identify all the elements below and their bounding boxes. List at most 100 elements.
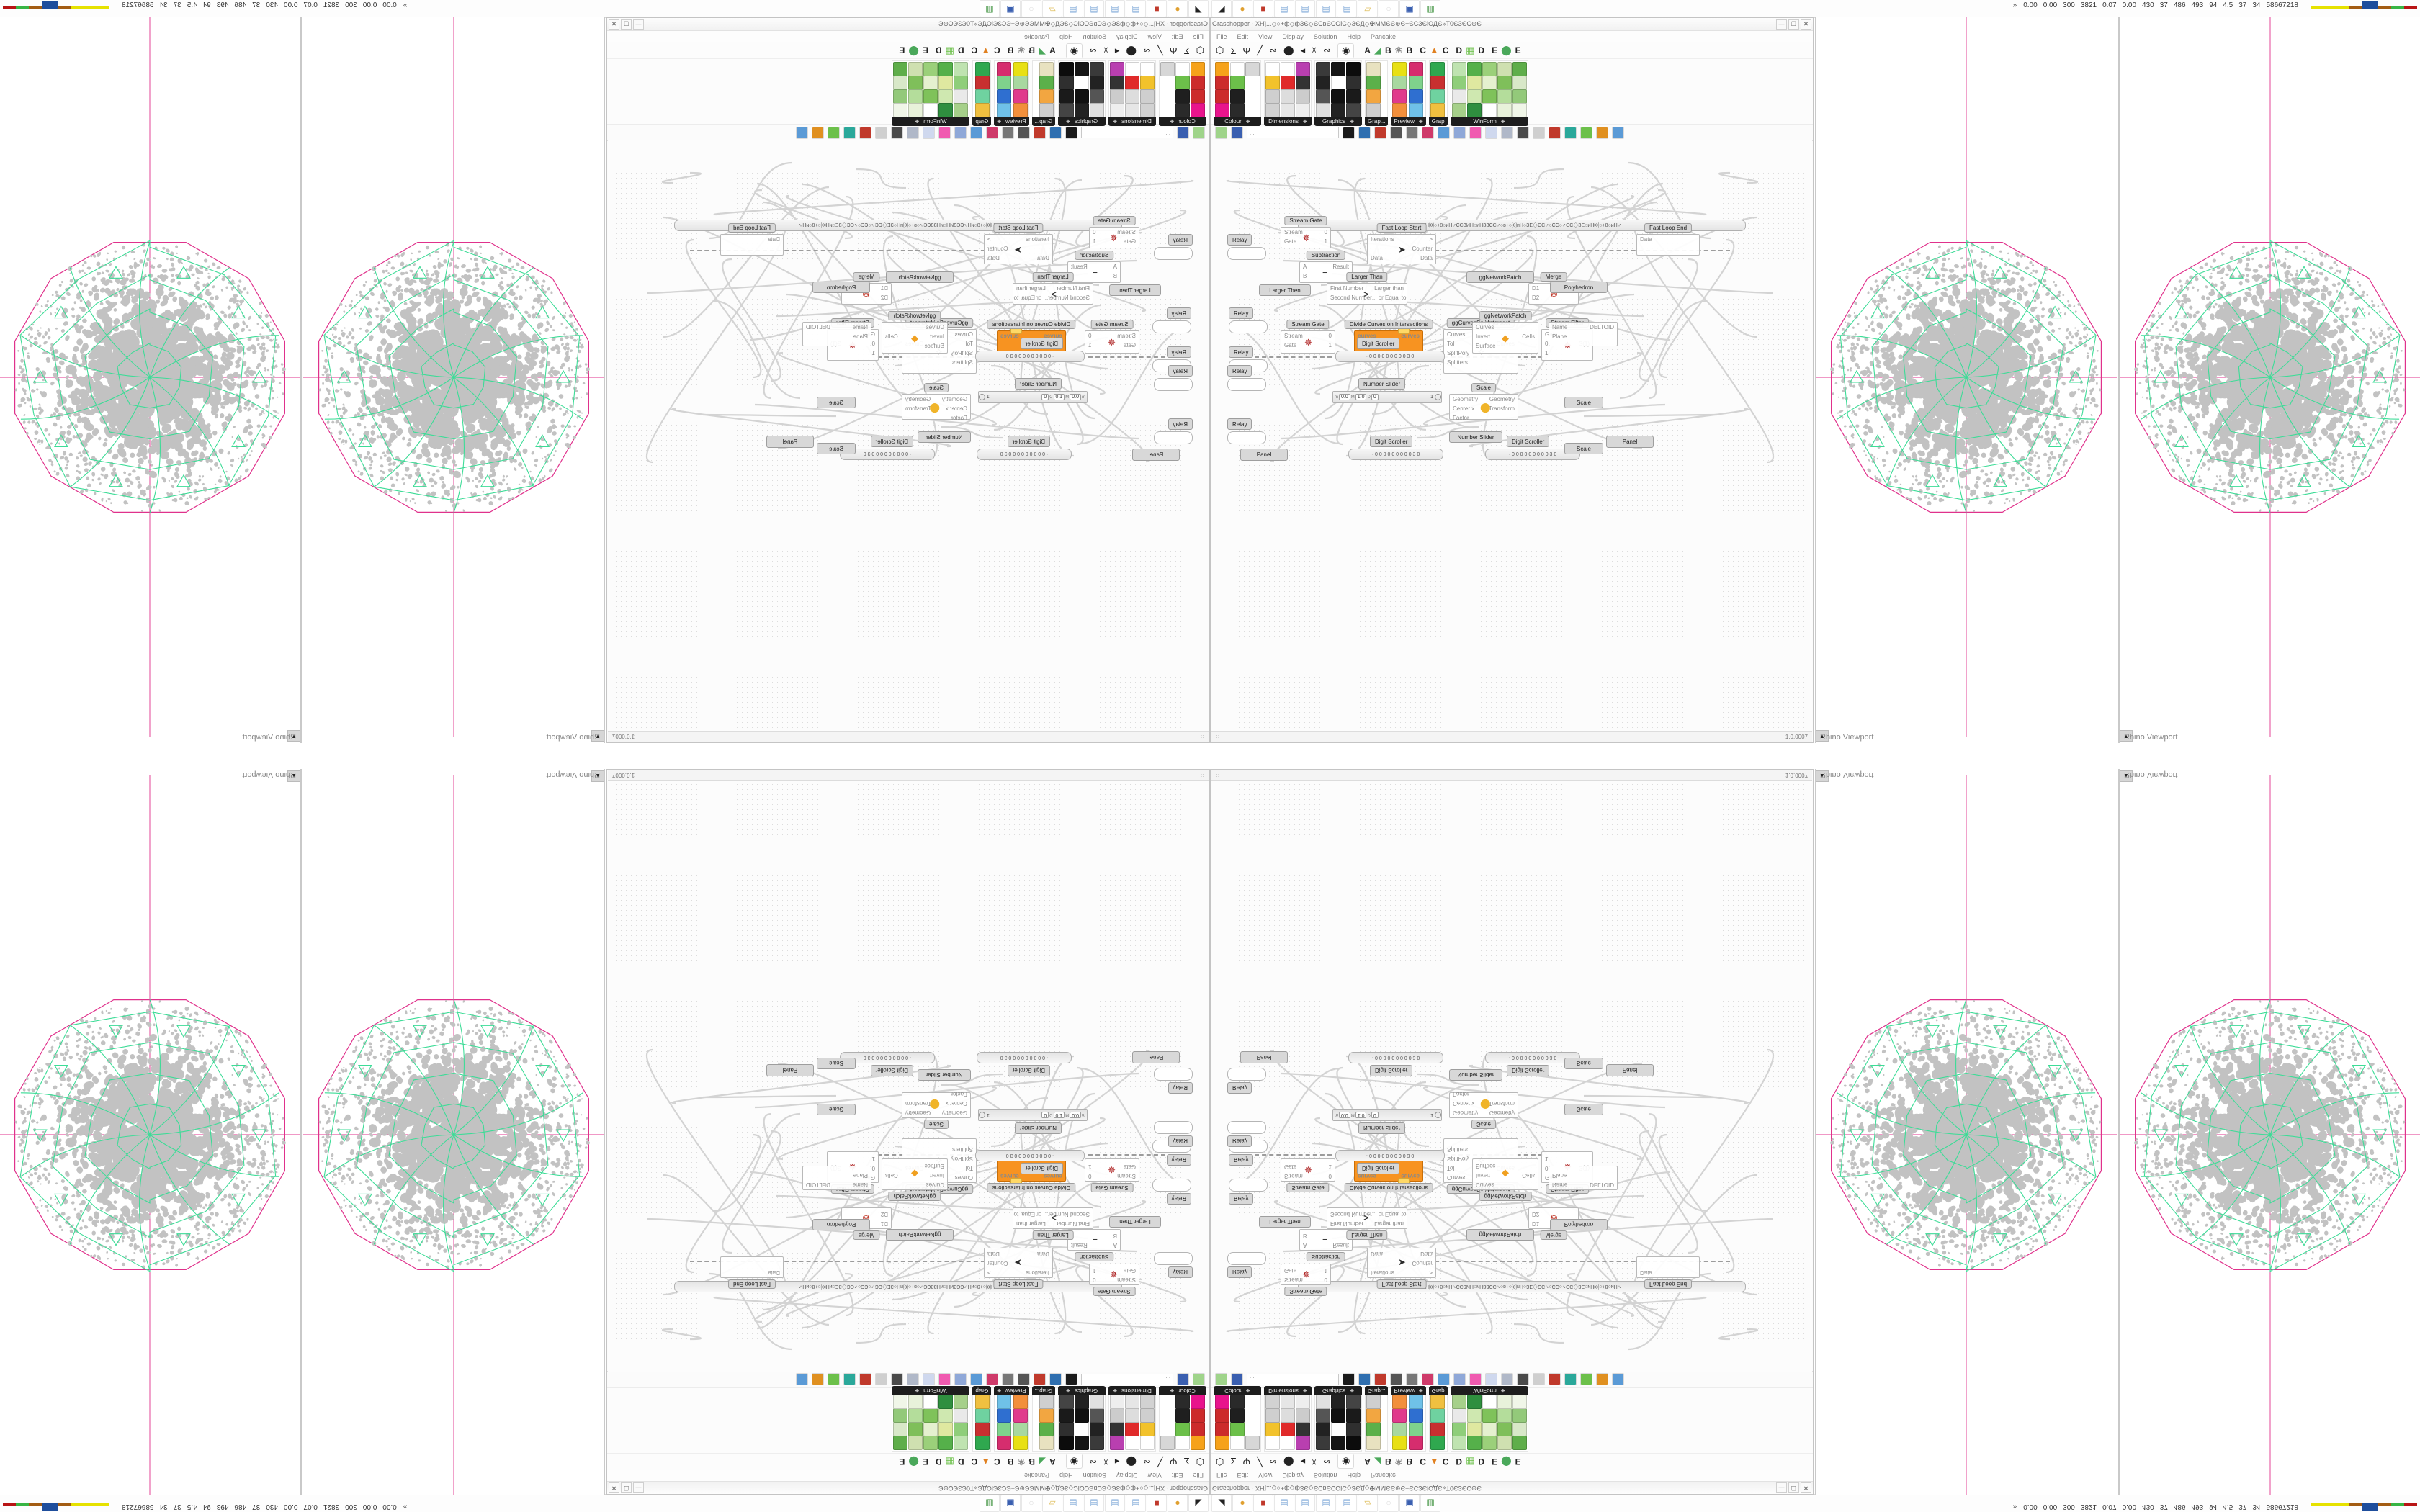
palette-component-icon[interactable] [1075, 103, 1089, 117]
palette-component-icon[interactable] [1059, 1408, 1074, 1423]
palette-component-icon[interactable] [1482, 62, 1497, 76]
palette-component-icon[interactable] [1409, 1436, 1424, 1450]
gh-component-scale-1[interactable]: Geometry Geometry Center x Transform Factor ⬤… [902, 1091, 971, 1129]
palette-expand-icon[interactable]: ✚ [1350, 1387, 1354, 1393]
palette-component-icon[interactable] [1346, 62, 1361, 76]
ribbon-tab-icon[interactable]: ❀ [1017, 1457, 1026, 1467]
palette-expand-icon[interactable]: ✚ [1245, 1387, 1250, 1393]
menu-item-file[interactable]: File [1216, 1472, 1227, 1480]
palette-component-icon[interactable] [975, 76, 990, 90]
fullscreen-icon[interactable] [1343, 126, 1355, 139]
gh-component-fast-loop-start[interactable]: Iterations > Counter Data Data ➤ Fast Loop Sta… [1367, 1248, 1436, 1289]
palette-component-icon[interactable] [1039, 89, 1054, 104]
node-caption[interactable]: ggNetworkPatch [886, 271, 954, 283]
palette-component-icon[interactable] [1346, 1395, 1361, 1409]
slider-min[interactable]: 0.0 [1339, 394, 1350, 400]
menu-item-view[interactable]: View [1147, 32, 1162, 40]
palette-component-icon[interactable] [1191, 89, 1205, 104]
palette-component-icon[interactable] [1392, 103, 1407, 117]
palette-grid[interactable] [1314, 1395, 1362, 1452]
rhino-balloon-icon[interactable]: ● [1232, 1495, 1252, 1512]
document-icon[interactable]: ▤ [1295, 0, 1315, 17]
surface-icon[interactable]: ⬤ [1283, 1457, 1294, 1467]
search-input[interactable]: ... [1081, 1374, 1173, 1385]
document-icon[interactable]: ▤ [1063, 1495, 1083, 1512]
shade-icon[interactable] [1002, 1373, 1014, 1386]
palette-component-icon[interactable] [1140, 1395, 1155, 1409]
palette-component-icon[interactable] [1215, 76, 1229, 90]
component-param-row[interactable]: Curves [882, 323, 947, 332]
palette-component-icon[interactable] [1175, 103, 1190, 117]
component-param-row[interactable]: Curves [1473, 1180, 1538, 1189]
render-amber-icon[interactable] [812, 126, 824, 139]
palette-component-icon[interactable] [1013, 1395, 1028, 1409]
palette-grid[interactable] [1391, 60, 1426, 117]
folder-icon[interactable]: ▱ [1358, 0, 1378, 17]
component-param-row[interactable]: B [1300, 271, 1352, 281]
sphere-icon[interactable] [1517, 1373, 1529, 1386]
digit-scroller[interactable]: · 0 0 0 0 0 0 0 0 0 3 0 [1348, 449, 1443, 460]
palette-component-icon[interactable] [954, 1395, 969, 1409]
palette-component-icon[interactable] [1296, 76, 1310, 90]
menu-item-pancake[interactable]: Pancake [1024, 1472, 1050, 1480]
palette-component-icon[interactable] [893, 62, 908, 76]
palette-component-icon[interactable] [1013, 1436, 1028, 1450]
save-icon[interactable]: ▣ [1399, 0, 1420, 17]
render-teal-icon[interactable] [1564, 1373, 1577, 1386]
node-caption[interactable]: Polyhedron [1550, 282, 1608, 293]
palette-component-icon[interactable] [1160, 62, 1175, 76]
menu-item-edit[interactable]: Edit [1237, 32, 1249, 40]
palette-component-icon[interactable] [1215, 1436, 1229, 1450]
palette-component-icon[interactable] [1215, 1395, 1229, 1409]
grasshopper-menubar[interactable]: File Edit View Display Solution Help Pancake [607, 1470, 1209, 1481]
palette-component-icon[interactable] [1512, 76, 1527, 90]
pink-icon[interactable] [938, 1373, 951, 1386]
gh-component-stream-gate-1[interactable]: Stream 0 Gate 1 ✵ Stream Gate [1085, 320, 1139, 354]
component-param-row[interactable]: Invert Cells [1473, 332, 1538, 341]
palette-component-icon[interactable] [923, 1395, 938, 1409]
preview-icon[interactable] [1358, 126, 1371, 139]
ribbon-tab-icon[interactable]: ▦ [945, 1457, 954, 1467]
minimize-button[interactable]: — [633, 1482, 644, 1493]
palette-grid[interactable] [1214, 60, 1261, 117]
render-green-icon[interactable] [1580, 1373, 1592, 1386]
relay-node[interactable] [1154, 1068, 1193, 1081]
palette-component-icon[interactable] [1316, 1422, 1330, 1436]
palette-component-icon[interactable] [1451, 1422, 1466, 1436]
palette-component-icon[interactable] [1316, 1436, 1330, 1450]
palette-component-icon[interactable] [1230, 62, 1245, 76]
node-caption[interactable]: Scale [1564, 443, 1603, 454]
pink-icon[interactable] [1469, 1373, 1482, 1386]
ribbon-tab-b-2[interactable]: B [1406, 1457, 1413, 1467]
palette-component-icon[interactable] [1125, 76, 1139, 90]
palette-grid[interactable] [1108, 1395, 1156, 1452]
palette-component-icon[interactable] [1482, 76, 1497, 90]
palette-component-icon[interactable] [1075, 1395, 1089, 1409]
relay-node[interactable] [1227, 1068, 1266, 1081]
blank-icon[interactable]: ○ [1021, 0, 1041, 17]
menu-item-solution[interactable]: Solution [1313, 1472, 1337, 1480]
palette-component-icon[interactable] [1110, 89, 1124, 104]
component-param-row[interactable]: Data [721, 1268, 783, 1277]
palette-component-icon[interactable] [1409, 76, 1424, 90]
ribbon-tab-e-8[interactable]: E [1515, 45, 1521, 55]
flamingo-icon[interactable]: ■ [1253, 1495, 1273, 1512]
palette-group-graphics[interactable]: Graphics ✚ [1314, 1386, 1362, 1452]
slider-min[interactable]: 0.0 [1070, 1112, 1081, 1118]
palette-component-icon[interactable] [1466, 89, 1482, 104]
palette-expand-icon[interactable]: ✚ [1113, 119, 1118, 125]
ribbon-letter-row[interactable]: A◢B❀BC▲CD▦DE⬤E [895, 45, 1059, 56]
palette-expand-icon[interactable]: ✚ [915, 1387, 920, 1393]
palette-expand-icon[interactable]: ✚ [1500, 119, 1505, 125]
export-icon[interactable]: ▥ [1420, 1495, 1440, 1512]
ribbon-tab-icon[interactable]: ⬤ [1501, 1457, 1512, 1467]
palette-component-icon[interactable] [996, 62, 1011, 76]
image-icon[interactable] [970, 1373, 982, 1386]
close-button[interactable]: ✕ [1801, 19, 1811, 30]
palette-component-icon[interactable] [938, 1395, 954, 1409]
component-param-row[interactable] [1637, 1259, 1699, 1268]
palette-component-icon[interactable] [1110, 76, 1124, 90]
red-solid-icon[interactable] [859, 126, 871, 139]
search-input[interactable]: ... [1247, 1374, 1339, 1385]
gh-component-gg-network[interactable]: Curves Invert Cells Surface ◆ ggNetworkPatch [1472, 311, 1538, 354]
